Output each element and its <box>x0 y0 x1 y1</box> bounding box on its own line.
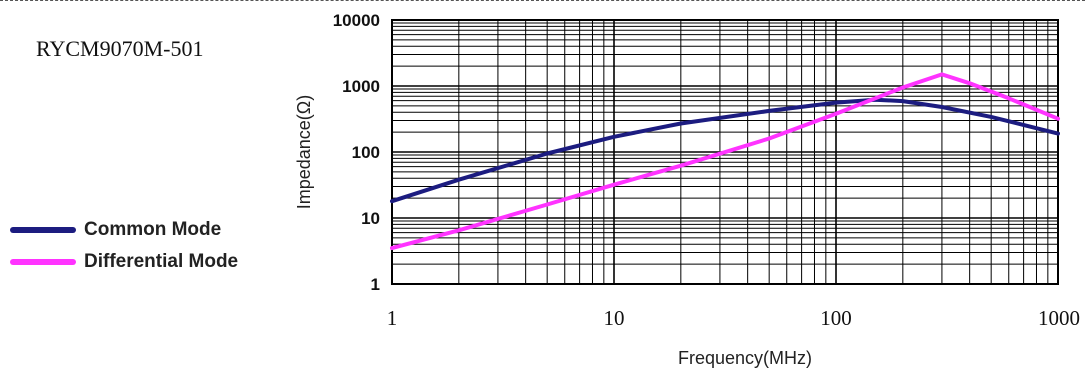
legend-item-common-mode: Common Mode <box>10 218 221 242</box>
series-line-differential-mode <box>390 72 1060 251</box>
x-tick-label: 1 <box>387 306 398 330</box>
plot-frame <box>391 19 1059 285</box>
y-axis-ticks: 10000 1000 100 10 1 <box>333 11 380 294</box>
y-tick-label: 1000 <box>342 77 380 96</box>
y-tick-label: 10000 <box>333 11 380 30</box>
x-axis-label: Frequency(MHz) <box>678 348 812 368</box>
y-tick-label: 100 <box>352 143 380 162</box>
y-axis-label: Impedance(Ω) <box>294 95 314 210</box>
x-tick-label: 10 <box>604 306 625 330</box>
x-axis-ticks: 1 10 100 1000 <box>387 306 1080 330</box>
legend-item-differential-mode: Differential Mode <box>10 250 238 274</box>
y-tick-label: 10 <box>361 209 380 228</box>
series-line-common-mode <box>390 97 1060 204</box>
legend-label-differential-mode: Differential Mode <box>84 251 239 272</box>
legend-swatch-differential-mode <box>10 259 76 265</box>
part-number-title: RYCM9070M-501 <box>36 36 204 61</box>
chart-grid <box>391 20 1058 285</box>
legend-swatch-common-mode <box>10 227 76 233</box>
x-tick-label: 1000 <box>1038 306 1080 330</box>
y-tick-label: 1 <box>371 275 380 294</box>
chart-series <box>390 72 1060 251</box>
legend-label-common-mode: Common Mode <box>84 219 222 240</box>
top-dashed-border <box>0 0 1085 1</box>
x-tick-label: 100 <box>820 306 852 330</box>
